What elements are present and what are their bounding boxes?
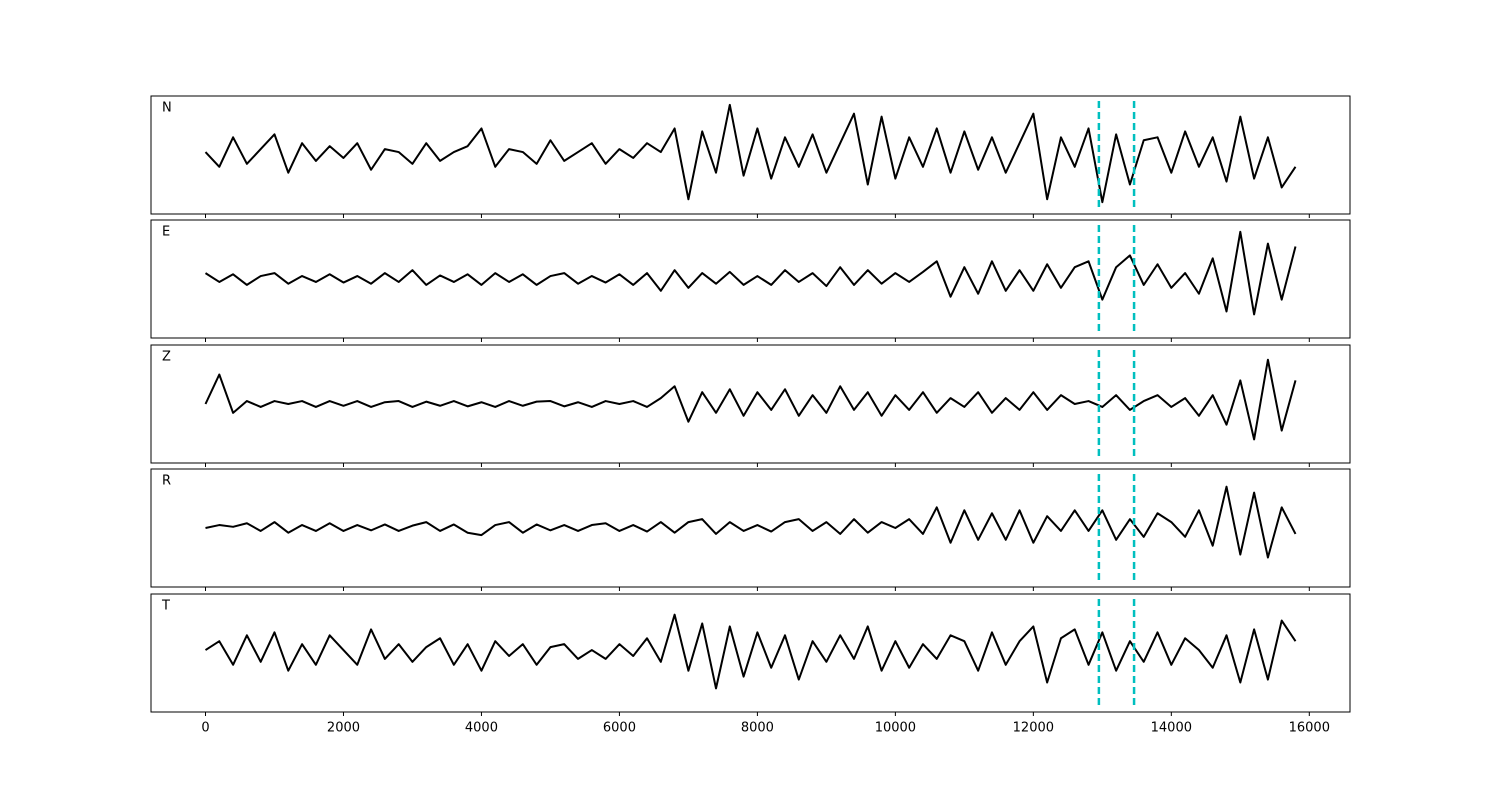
x-tick-label: 2000 [327, 721, 360, 736]
panel-label: N [162, 101, 172, 116]
x-tick-label: 4000 [465, 721, 498, 736]
x-tick-label: 10000 [875, 721, 916, 736]
trace [204, 103, 1297, 204]
panel-frame [150, 95, 1351, 215]
trace [205, 485, 1297, 559]
panel-label: Z [162, 350, 171, 365]
x-tick-label: 6000 [603, 721, 636, 736]
trace [204, 230, 1297, 316]
panel-label: E [162, 225, 170, 240]
panel-frame [150, 219, 1351, 339]
panel-label: T [161, 599, 170, 614]
x-tick-label: 12000 [1013, 721, 1054, 736]
trace [204, 358, 1297, 441]
panel-frame [150, 468, 1351, 588]
trace [204, 613, 1297, 690]
x-tick-label: 8000 [741, 721, 774, 736]
panel-label: R [162, 474, 171, 489]
x-tick-label: 14000 [1151, 721, 1192, 736]
panel-frame [150, 344, 1351, 464]
x-tick-label: 0 [201, 721, 209, 736]
x-tick-label: 16000 [1289, 721, 1330, 736]
panel-frame [150, 593, 1351, 713]
